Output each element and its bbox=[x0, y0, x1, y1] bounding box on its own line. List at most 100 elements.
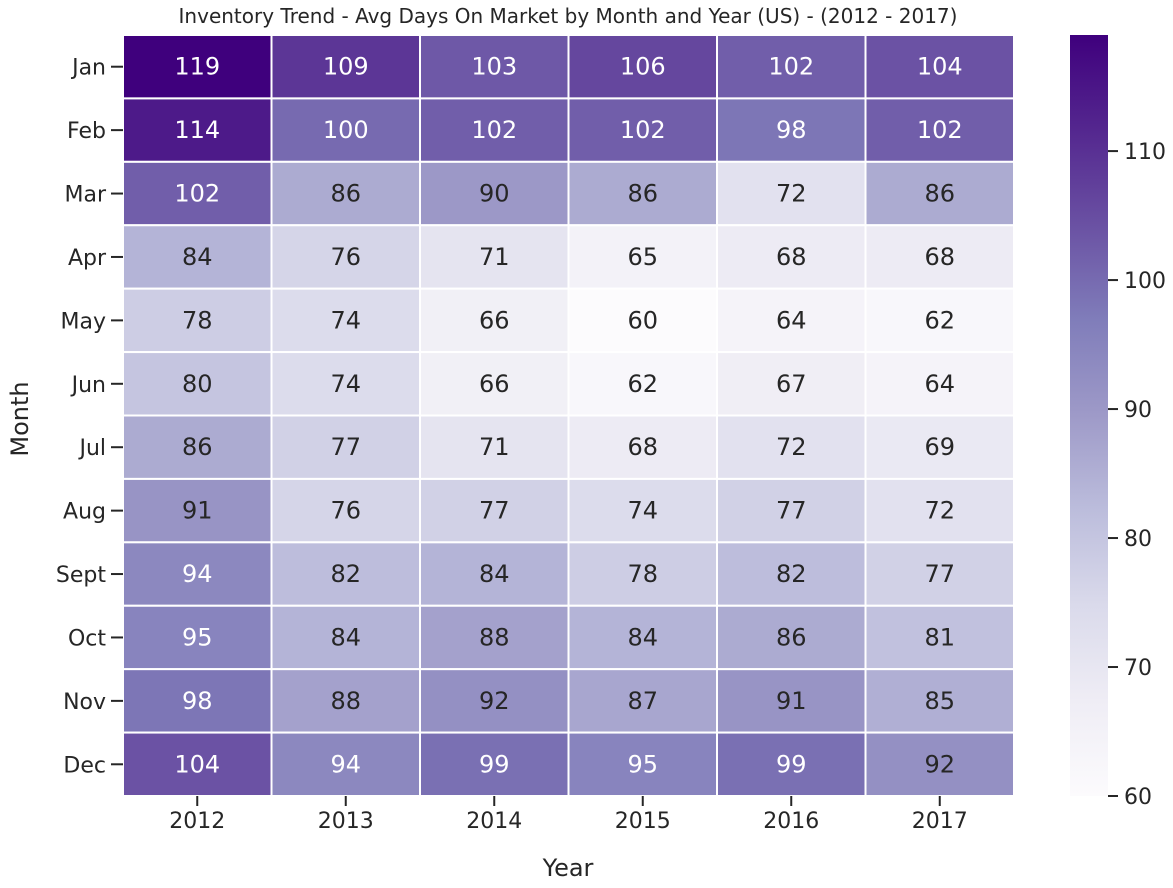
heatmap-cell bbox=[716, 541, 867, 607]
heatmap-cell bbox=[419, 477, 570, 544]
heatmap-cell bbox=[270, 224, 421, 290]
x-tick-label: 2017 bbox=[912, 809, 968, 834]
cell-value-label: 84 bbox=[627, 623, 658, 651]
heatmap-cell bbox=[270, 160, 421, 227]
heatmap-cells bbox=[122, 34, 1015, 797]
cell-value-label: 99 bbox=[776, 750, 807, 778]
cell-value-label: 99 bbox=[479, 750, 510, 778]
cell-value-label: 77 bbox=[479, 497, 510, 525]
cell-value-label: 84 bbox=[330, 623, 361, 651]
heatmap-cell bbox=[864, 541, 1015, 607]
heatmap-cell bbox=[864, 287, 1015, 354]
heatmap-cell bbox=[419, 224, 570, 290]
cell-value-label: 104 bbox=[917, 53, 963, 81]
heatmap-cell bbox=[122, 668, 273, 734]
colorbar-tick-label: 70 bbox=[1124, 656, 1152, 681]
heatmap-cell bbox=[864, 97, 1015, 163]
heatmap-cell bbox=[864, 731, 1015, 797]
y-tick-label: Feb bbox=[67, 119, 106, 144]
cell-value-label: 109 bbox=[323, 53, 369, 81]
y-tick-label: Aug bbox=[63, 500, 106, 525]
heatmap-cell bbox=[122, 414, 273, 480]
colorbar-tick-label: 100 bbox=[1124, 269, 1166, 294]
heatmap-cell-labels: 119 109 103 106 102 104 114 100 102 102 98 102 102 86… bbox=[174, 53, 962, 779]
cell-value-label: 60 bbox=[627, 306, 658, 334]
cell-value-label: 78 bbox=[627, 560, 658, 588]
cell-value-label: 66 bbox=[479, 306, 510, 334]
y-tick-label: Sept bbox=[56, 563, 106, 588]
cell-value-label: 80 bbox=[182, 370, 213, 398]
cell-value-label: 102 bbox=[768, 53, 814, 81]
chart-title: Inventory Trend - Avg Days On Market by … bbox=[179, 4, 958, 28]
y-tick-label: May bbox=[61, 309, 106, 334]
x-tick-label: 2016 bbox=[763, 809, 819, 834]
heatmap-cell bbox=[567, 414, 718, 480]
colorbar-tick-label: 80 bbox=[1124, 527, 1152, 552]
colorbar-tick-label: 110 bbox=[1124, 140, 1166, 165]
cell-value-label: 91 bbox=[182, 497, 213, 525]
cell-value-label: 90 bbox=[479, 180, 510, 208]
y-tick-label: Jan bbox=[70, 56, 106, 81]
heatmap-cell bbox=[419, 541, 570, 607]
heatmap-cell bbox=[716, 160, 867, 227]
cell-value-label: 72 bbox=[924, 497, 955, 525]
cell-value-label: 71 bbox=[479, 433, 510, 461]
heatmap-cell bbox=[716, 604, 867, 671]
colorbar-tick-label: 90 bbox=[1124, 398, 1152, 423]
cell-value-label: 77 bbox=[924, 560, 955, 588]
cell-value-label: 64 bbox=[776, 306, 807, 334]
cell-value-label: 106 bbox=[620, 53, 666, 81]
cell-value-label: 86 bbox=[776, 623, 807, 651]
cell-value-label: 94 bbox=[182, 560, 213, 588]
heatmap-cell bbox=[716, 477, 867, 544]
x-axis: 2012 2013 2014 2015 2016 2017 bbox=[169, 796, 968, 834]
heatmap-cell bbox=[864, 224, 1015, 290]
cell-value-label: 74 bbox=[627, 497, 658, 525]
heatmap-cell bbox=[122, 34, 273, 100]
y-axis-label: Month bbox=[6, 381, 34, 456]
cell-value-label: 102 bbox=[620, 116, 666, 144]
cell-value-label: 100 bbox=[323, 116, 369, 144]
x-tick-label: 2012 bbox=[169, 809, 225, 834]
y-tick-label: Oct bbox=[68, 626, 106, 651]
cell-value-label: 68 bbox=[627, 433, 658, 461]
heatmap-cell bbox=[270, 731, 421, 797]
cell-value-label: 91 bbox=[776, 687, 807, 715]
cell-value-label: 62 bbox=[627, 370, 658, 398]
heatmap-cell bbox=[864, 477, 1015, 544]
cell-value-label: 86 bbox=[182, 433, 213, 461]
heatmap-cell bbox=[567, 160, 718, 227]
cell-value-label: 85 bbox=[924, 687, 955, 715]
heatmap-cell bbox=[864, 414, 1015, 480]
cell-value-label: 65 bbox=[627, 243, 658, 271]
cell-value-label: 103 bbox=[471, 53, 517, 81]
cell-value-label: 104 bbox=[174, 750, 220, 778]
heatmap-cell bbox=[567, 97, 718, 163]
heatmap-cell bbox=[864, 668, 1015, 734]
x-tick-label: 2014 bbox=[466, 809, 522, 834]
cell-value-label: 67 bbox=[776, 370, 807, 398]
y-tick-label: Apr bbox=[68, 246, 107, 271]
cell-value-label: 102 bbox=[174, 180, 220, 208]
heatmap-cell bbox=[122, 541, 273, 607]
y-axis: Jan Feb Mar Apr May Jun Jul Aug Sept Oct Nov Dec bbox=[56, 56, 123, 778]
cell-value-label: 92 bbox=[479, 687, 510, 715]
cell-value-label: 71 bbox=[479, 243, 510, 271]
heatmap-cell bbox=[864, 34, 1015, 100]
cell-value-label: 68 bbox=[924, 243, 955, 271]
heatmap-cell bbox=[270, 97, 421, 163]
cell-value-label: 74 bbox=[330, 306, 361, 334]
heatmap-cell bbox=[864, 160, 1015, 227]
colorbar-gradient bbox=[1070, 35, 1108, 796]
cell-value-label: 102 bbox=[471, 116, 517, 144]
y-tick-label: Jul bbox=[77, 436, 106, 461]
y-tick-label: Mar bbox=[64, 183, 106, 208]
cell-value-label: 119 bbox=[174, 53, 220, 81]
heatmap-cell bbox=[419, 414, 570, 480]
heatmap-cell bbox=[419, 731, 570, 797]
cell-value-label: 92 bbox=[924, 750, 955, 778]
cell-value-label: 86 bbox=[627, 180, 658, 208]
cell-value-label: 68 bbox=[776, 243, 807, 271]
cell-value-label: 102 bbox=[917, 116, 963, 144]
